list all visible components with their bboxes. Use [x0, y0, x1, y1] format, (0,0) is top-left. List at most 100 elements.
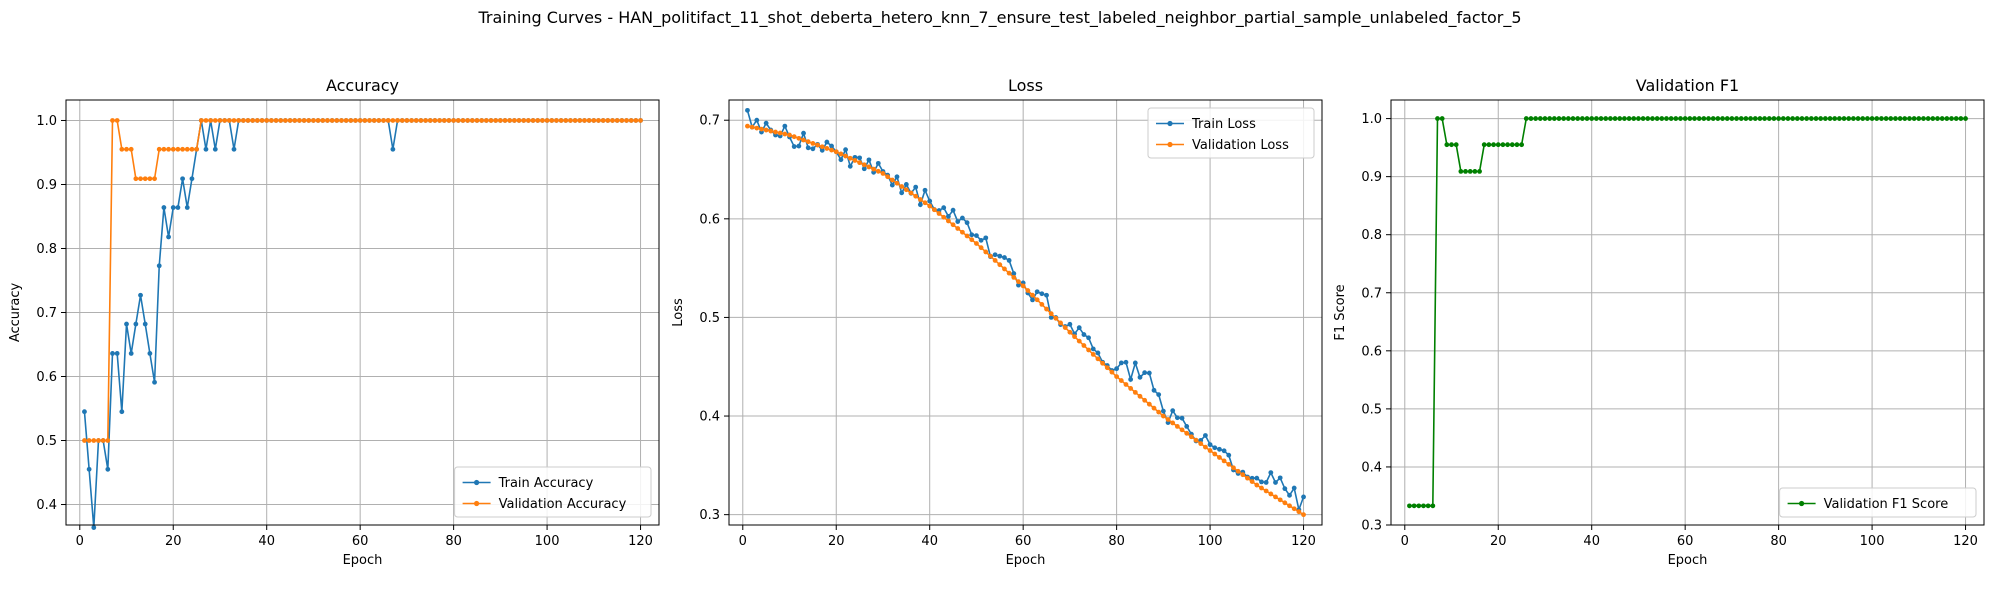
data-point — [245, 118, 251, 123]
data-point — [801, 130, 806, 136]
legend-label: Validation Accuracy — [499, 497, 627, 512]
data-point — [1939, 116, 1945, 121]
data-point — [1156, 409, 1162, 415]
data-point — [1086, 347, 1091, 353]
data-point — [955, 226, 961, 231]
data-point — [376, 118, 382, 123]
data-point — [1067, 329, 1073, 335]
figure-title: Training Curves - HAN_politifact_11_shot… — [478, 8, 1522, 27]
y-tick-label: 1.0 — [1361, 112, 1382, 127]
data-point — [1818, 116, 1824, 121]
data-point — [917, 202, 923, 208]
data-point — [1785, 116, 1791, 121]
data-point — [1963, 116, 1968, 121]
data-point — [138, 176, 143, 182]
y-tick-label: 0.6 — [699, 212, 720, 227]
x-tick-label: 20 — [1490, 534, 1507, 549]
data-point — [1207, 442, 1213, 448]
data-point — [1184, 424, 1190, 429]
data-point — [1170, 420, 1176, 426]
data-point — [1226, 452, 1232, 458]
data-point — [969, 237, 975, 243]
data-point — [1301, 494, 1306, 500]
data-point — [894, 180, 900, 186]
data-point — [582, 118, 587, 123]
data-point — [1832, 116, 1838, 121]
data-point — [1151, 387, 1157, 393]
data-point — [138, 292, 143, 298]
data-point — [194, 146, 200, 152]
data-point — [1449, 142, 1454, 148]
data-point — [992, 252, 998, 258]
data-point — [124, 146, 129, 152]
data-point — [1231, 465, 1236, 471]
data-point — [1481, 142, 1487, 148]
data-point — [1682, 116, 1688, 121]
data-point — [619, 118, 625, 123]
data-point — [880, 171, 886, 176]
data-point — [992, 258, 998, 263]
data-point — [1636, 116, 1641, 121]
data-point — [796, 143, 802, 149]
data-point — [315, 118, 321, 123]
data-point — [941, 205, 947, 211]
data-point — [1287, 503, 1292, 509]
data-point — [1565, 116, 1571, 121]
y-tick-label: 0.3 — [699, 508, 720, 523]
x-tick-label: 60 — [1015, 534, 1032, 549]
panel-2: 0 20 40 60 80 100 120 0.3 0.4 0.5 0.6 0.7 Loss Epoch L… — [671, 76, 1323, 568]
data-point — [1277, 475, 1283, 481]
data-point — [1603, 116, 1609, 121]
data-point — [638, 118, 643, 123]
data-point — [82, 409, 87, 415]
data-point — [1203, 433, 1208, 438]
data-point — [156, 146, 162, 152]
data-point — [1273, 494, 1278, 500]
data-point — [950, 207, 956, 213]
y-tick-label: 0.6 — [1361, 344, 1382, 359]
x-axis-label: Epoch — [1668, 553, 1708, 568]
data-point — [1472, 169, 1478, 174]
data-point — [1692, 116, 1697, 121]
data-point — [189, 146, 195, 152]
data-point — [110, 351, 115, 356]
data-point — [175, 146, 181, 152]
data-point — [325, 118, 330, 123]
data-point — [1259, 479, 1264, 485]
data-point — [1720, 116, 1725, 121]
data-point — [334, 118, 340, 123]
y-tick-label: 0.8 — [36, 242, 57, 257]
data-point — [474, 118, 480, 123]
x-tick-label: 40 — [1583, 534, 1600, 549]
data-point — [1034, 289, 1040, 295]
data-point — [259, 118, 265, 123]
data-point — [301, 118, 307, 123]
data-point — [913, 193, 919, 199]
data-point — [1883, 116, 1889, 121]
data-point — [777, 130, 783, 136]
data-point — [1020, 283, 1026, 289]
data-point — [745, 123, 750, 129]
data-point — [128, 146, 134, 152]
data-point — [203, 146, 209, 152]
data-point — [1855, 116, 1861, 121]
x-tick-label: 0 — [76, 534, 84, 549]
data-point — [511, 118, 517, 123]
data-point — [1935, 116, 1940, 121]
data-point — [212, 146, 218, 152]
data-point — [852, 158, 858, 163]
data-point — [1439, 116, 1445, 121]
data-point — [1743, 116, 1749, 121]
data-point — [1291, 506, 1297, 512]
data-point — [525, 118, 531, 123]
x-tick-label: 60 — [352, 534, 369, 549]
data-point — [544, 118, 550, 123]
data-point — [455, 118, 461, 123]
data-point — [1245, 475, 1250, 481]
data-point — [1537, 116, 1543, 121]
data-point — [614, 118, 620, 123]
data-point — [1249, 479, 1255, 485]
data-point — [1547, 116, 1553, 121]
legend-marker — [474, 500, 480, 507]
